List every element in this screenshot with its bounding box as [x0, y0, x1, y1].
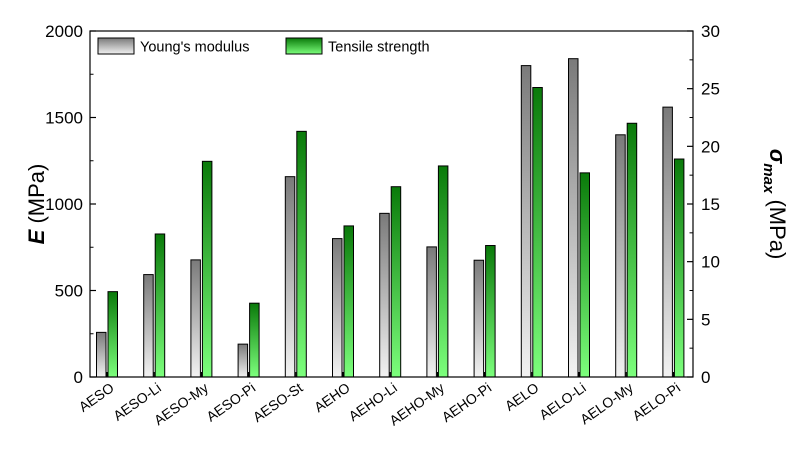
bar-tensile-strength-aeso-my — [201, 160, 213, 378]
bar-youngs-modulus-aeho-my — [426, 246, 437, 378]
right-axis-unit: (MPa) — [765, 193, 790, 259]
bar-youngs-modulus-aeso-li — [143, 274, 154, 378]
legend-swatch-tensile-strength — [285, 37, 323, 55]
bar-youngs-modulus-aeho — [332, 238, 343, 378]
right-tick-label: 30 — [701, 22, 720, 41]
bar-tensile-strength-aelo-li — [579, 172, 590, 378]
category-label-aeso-pi: AESO-Pi — [203, 379, 258, 424]
bar-youngs-modulus-aeho-pi — [473, 259, 485, 378]
bars-group — [96, 58, 685, 378]
category-label-aelo: AELO — [502, 379, 542, 414]
category-label-aeso-st: AESO-St — [250, 379, 306, 425]
left-axis-title: E (MPa) — [24, 164, 49, 245]
category-label-aelo-my: AELO-My — [577, 379, 636, 427]
bar-youngs-modulus-aeso-my — [190, 259, 201, 378]
right-axis-subscript: max — [760, 163, 777, 194]
bar-tensile-strength-aeho — [343, 225, 354, 378]
right-axis-symbol: σ — [765, 149, 790, 165]
bar-youngs-modulus-aelo-li — [568, 58, 579, 378]
bar-youngs-modulus-aeso-st — [284, 176, 296, 378]
bar-youngs-modulus-aelo-my — [615, 134, 626, 378]
bar-youngs-modulus-aeso — [96, 331, 107, 378]
right-axis-title: σmax (MPa) — [760, 149, 790, 260]
category-label-aeso-my: AESO-My — [151, 379, 211, 428]
right-tick-label: 5 — [701, 310, 710, 329]
left-axis-unit: (MPa) — [24, 164, 49, 230]
bar-tensile-strength-aeso — [107, 291, 118, 378]
bar-tensile-strength-aelo-my — [626, 122, 638, 378]
right-tick-label: 0 — [701, 368, 710, 387]
bar-tensile-strength-aeho-my — [437, 165, 449, 378]
bar-tensile-strength-aelo — [532, 87, 543, 378]
left-tick-label: 1000 — [45, 195, 83, 214]
axes-group: 0 500 1000 1500 2000 0 5 10 15 20 25 30 — [45, 22, 720, 387]
left-axis-symbol: E — [24, 228, 49, 244]
legend: Young's modulus Tensile strength — [97, 37, 430, 56]
left-tick-label: 0 — [74, 368, 83, 387]
bar-tensile-strength-aeho-pi — [485, 245, 496, 378]
bar-tensile-strength-aeho-li — [390, 186, 402, 378]
legend-label-youngs-modulus: Young's modulus — [140, 40, 249, 56]
legend-swatch-youngs-modulus — [97, 37, 135, 55]
legend-label-tensile-strength: Tensile strength — [328, 40, 430, 56]
bar-tensile-strength-aelo-pi — [673, 158, 685, 378]
right-tick-label: 15 — [701, 195, 720, 214]
bar-youngs-modulus-aeho-li — [379, 212, 390, 378]
bar-youngs-modulus-aelo-pi — [662, 106, 673, 378]
bar-tensile-strength-aeso-li — [154, 233, 166, 378]
category-label-aelo-pi: AELO-Pi — [629, 379, 683, 423]
left-tick-label: 1500 — [45, 109, 83, 128]
left-tick-label: 2000 — [45, 22, 83, 41]
bar-youngs-modulus-aeso-pi — [237, 343, 249, 378]
right-tick-label: 20 — [701, 137, 720, 156]
bar-tensile-strength-aeso-st — [296, 130, 307, 378]
bar-tensile-strength-aeso-pi — [249, 302, 260, 378]
left-tick-label: 500 — [55, 282, 83, 301]
right-tick-label: 25 — [701, 80, 720, 99]
bar-youngs-modulus-aelo — [520, 65, 532, 378]
plot-frame — [89, 30, 694, 378]
category-label-aeho-pi: AEHO-Pi — [439, 379, 495, 425]
right-tick-label: 10 — [701, 253, 720, 272]
